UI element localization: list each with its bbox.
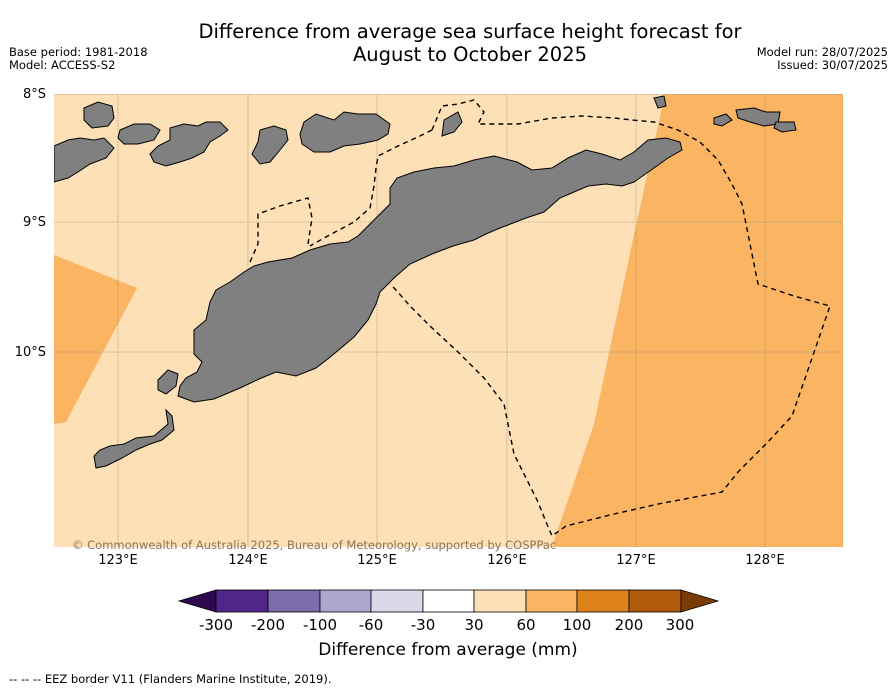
colorbar-seg-9	[628, 589, 682, 613]
colorbar-tick-label: -300	[198, 616, 234, 634]
leti-island	[773, 121, 797, 133]
map-panel	[54, 94, 843, 547]
colorbar-tick-label: 60	[516, 616, 536, 634]
kisar-island	[713, 113, 733, 127]
title-line-2: August to October 2025	[352, 43, 588, 66]
colorbar-seg-4	[370, 589, 424, 613]
colorbar-tick-label: -200	[250, 616, 286, 634]
lon-label-126e: 126°E	[487, 553, 527, 568]
solor-island	[83, 101, 115, 129]
rote-island	[93, 408, 175, 469]
colorbar-seg-7	[525, 589, 578, 613]
colorbar-title: Difference from average (mm)	[318, 640, 578, 660]
colorbar-seg-1	[215, 589, 269, 613]
lon-label-124e: 124°E	[228, 553, 268, 568]
colorbar-seg-3	[319, 589, 372, 613]
land-masses	[54, 95, 797, 469]
colorbar-seg-6	[473, 589, 527, 613]
colorbar-tick-label: 200	[614, 616, 644, 634]
wetar-west	[441, 111, 463, 137]
colorbar-tick-label: 100	[562, 616, 592, 634]
copyright-notice: © Commonwealth of Australia 2025, Bureau…	[72, 538, 557, 552]
colorbar-tick-label: -30	[410, 616, 436, 634]
title-line-1: Difference from average sea surface heig…	[198, 20, 742, 43]
eez-footnote: -- -- -- EEZ border V11 (Flanders Marine…	[9, 672, 332, 686]
colorbar-seg-5	[422, 589, 475, 613]
eez-border-north	[309, 129, 433, 247]
pantar-island	[251, 125, 289, 165]
map-title: Difference from average sea surface heig…	[150, 20, 790, 66]
lon-label-127e: 127°E	[616, 553, 656, 568]
colorbar-seg-2	[267, 589, 321, 613]
sea-band-60-100-east	[552, 94, 843, 547]
meta-right: Model run: 28/07/2025 Issued: 30/07/2025	[757, 46, 888, 72]
issued-date: Issued: 30/07/2025	[777, 58, 888, 72]
colorbar-tick-label: -60	[358, 616, 384, 634]
flores-east	[54, 137, 115, 183]
adonara-island	[117, 123, 161, 145]
colorbar	[177, 589, 720, 613]
colorbar-tick-label: -100	[302, 616, 338, 634]
lat-label-10s: 10°S	[14, 345, 46, 360]
base-period: Base period: 1981-2018	[9, 45, 148, 59]
colorbar-seg-8	[576, 589, 630, 613]
colorbar-tick-label: 300	[665, 616, 695, 634]
model-run: Model run: 28/07/2025	[756, 45, 888, 59]
alor-island	[299, 111, 391, 153]
eez-border	[389, 99, 831, 538]
meta-left: Base period: 1981-2018 Model: ACCESS-S2	[9, 46, 148, 72]
sea-band-60-100-west	[54, 255, 137, 424]
lon-label-123e: 123°E	[98, 553, 138, 568]
lembata-island	[149, 121, 229, 167]
lon-label-128e: 128°E	[745, 553, 785, 568]
lat-label-8s: 8°S	[22, 87, 46, 102]
model-name: Model: ACCESS-S2	[9, 58, 116, 72]
semau-island	[157, 369, 179, 395]
colorbar-tick-label: 30	[464, 616, 484, 634]
colorbar-extend-low	[177, 589, 217, 613]
timor-island	[177, 137, 683, 403]
lat-label-9s: 9°S	[22, 215, 46, 230]
colorbar-extend-high	[680, 589, 720, 613]
wetar-east	[653, 95, 667, 109]
lon-label-125e: 125°E	[357, 553, 397, 568]
eez-border-enclave	[249, 197, 313, 263]
